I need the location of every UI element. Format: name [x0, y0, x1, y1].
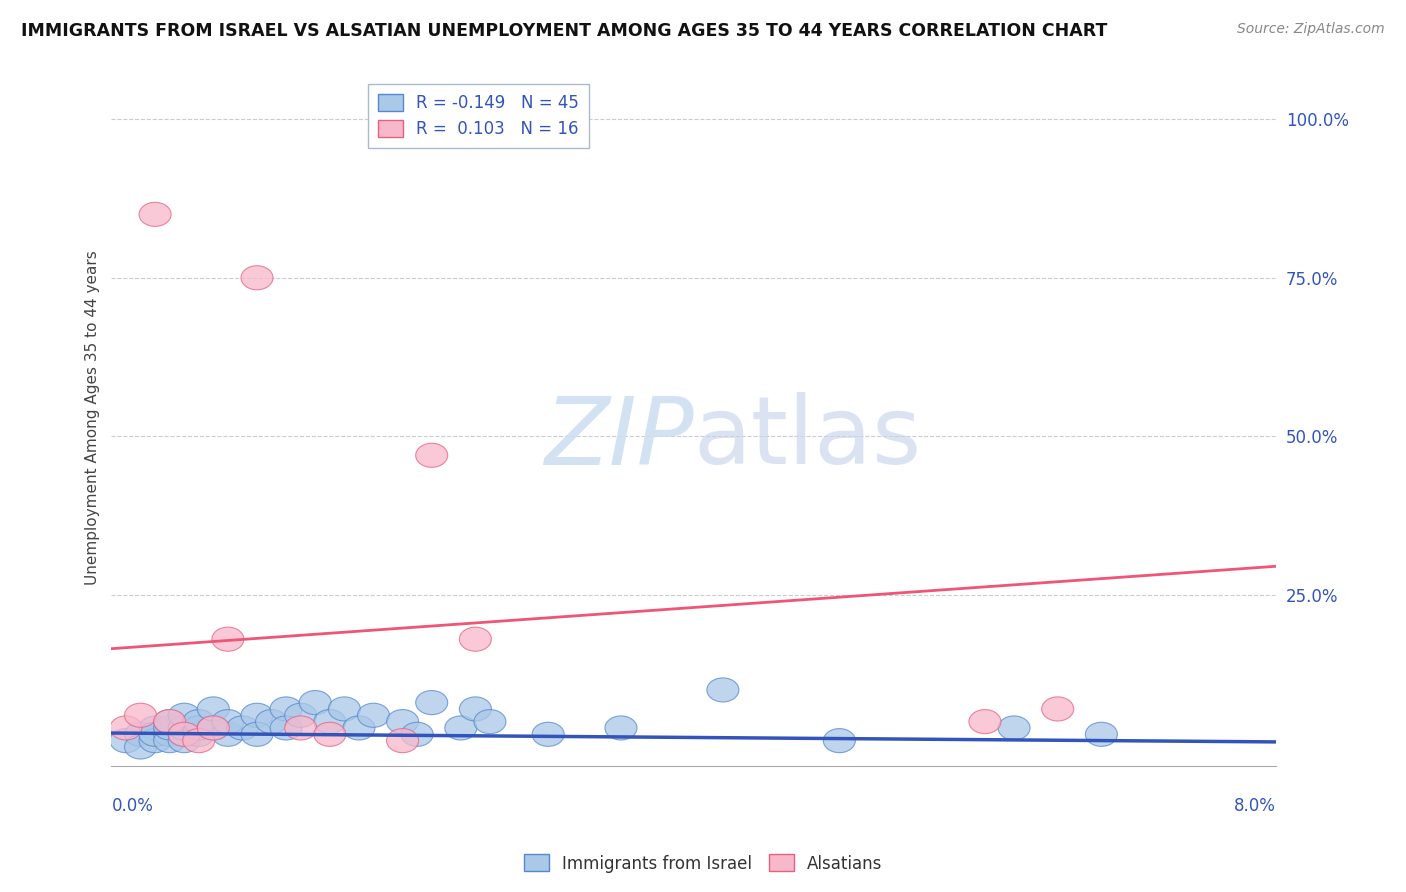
Ellipse shape	[707, 678, 740, 702]
Ellipse shape	[197, 716, 229, 740]
Ellipse shape	[314, 709, 346, 733]
Ellipse shape	[139, 202, 172, 227]
Ellipse shape	[226, 716, 259, 740]
Ellipse shape	[153, 716, 186, 740]
Ellipse shape	[460, 627, 491, 651]
Ellipse shape	[197, 716, 229, 740]
Legend: R = -0.149   N = 45, R =  0.103   N = 16: R = -0.149 N = 45, R = 0.103 N = 16	[368, 84, 589, 148]
Ellipse shape	[329, 697, 360, 721]
Ellipse shape	[240, 266, 273, 290]
Ellipse shape	[139, 723, 172, 747]
Ellipse shape	[125, 735, 156, 759]
Legend: Immigrants from Israel, Alsatians: Immigrants from Israel, Alsatians	[517, 847, 889, 880]
Ellipse shape	[401, 723, 433, 747]
Ellipse shape	[183, 716, 215, 740]
Ellipse shape	[153, 723, 186, 747]
Ellipse shape	[284, 703, 316, 727]
Ellipse shape	[183, 729, 215, 753]
Ellipse shape	[284, 716, 316, 740]
Ellipse shape	[110, 716, 142, 740]
Ellipse shape	[299, 690, 332, 714]
Ellipse shape	[531, 723, 564, 747]
Ellipse shape	[139, 729, 172, 753]
Ellipse shape	[169, 729, 200, 753]
Text: 0.0%: 0.0%	[111, 797, 153, 814]
Ellipse shape	[212, 723, 243, 747]
Ellipse shape	[183, 723, 215, 747]
Ellipse shape	[1042, 697, 1074, 721]
Ellipse shape	[387, 709, 419, 733]
Text: Source: ZipAtlas.com: Source: ZipAtlas.com	[1237, 22, 1385, 37]
Ellipse shape	[110, 729, 142, 753]
Ellipse shape	[416, 690, 447, 714]
Ellipse shape	[969, 709, 1001, 733]
Ellipse shape	[125, 723, 156, 747]
Ellipse shape	[153, 729, 186, 753]
Ellipse shape	[139, 716, 172, 740]
Ellipse shape	[314, 723, 346, 747]
Ellipse shape	[212, 627, 243, 651]
Ellipse shape	[343, 716, 375, 740]
Ellipse shape	[998, 716, 1031, 740]
Ellipse shape	[240, 723, 273, 747]
Ellipse shape	[444, 716, 477, 740]
Ellipse shape	[824, 729, 855, 753]
Text: atlas: atlas	[693, 392, 922, 484]
Ellipse shape	[605, 716, 637, 740]
Ellipse shape	[169, 723, 200, 747]
Ellipse shape	[169, 703, 200, 727]
Ellipse shape	[153, 709, 186, 733]
Ellipse shape	[460, 697, 491, 721]
Ellipse shape	[240, 703, 273, 727]
Ellipse shape	[169, 716, 200, 740]
Ellipse shape	[183, 709, 215, 733]
Ellipse shape	[1085, 723, 1118, 747]
Ellipse shape	[125, 703, 156, 727]
Ellipse shape	[357, 703, 389, 727]
Ellipse shape	[387, 729, 419, 753]
Ellipse shape	[153, 709, 186, 733]
Ellipse shape	[474, 709, 506, 733]
Y-axis label: Unemployment Among Ages 35 to 44 years: Unemployment Among Ages 35 to 44 years	[86, 250, 100, 584]
Ellipse shape	[270, 716, 302, 740]
Ellipse shape	[197, 697, 229, 721]
Ellipse shape	[169, 723, 200, 747]
Ellipse shape	[256, 709, 288, 733]
Ellipse shape	[212, 709, 243, 733]
Ellipse shape	[416, 443, 447, 467]
Text: ZIP: ZIP	[544, 392, 693, 483]
Ellipse shape	[270, 697, 302, 721]
Text: 8.0%: 8.0%	[1234, 797, 1277, 814]
Text: IMMIGRANTS FROM ISRAEL VS ALSATIAN UNEMPLOYMENT AMONG AGES 35 TO 44 YEARS CORREL: IMMIGRANTS FROM ISRAEL VS ALSATIAN UNEMP…	[21, 22, 1108, 40]
